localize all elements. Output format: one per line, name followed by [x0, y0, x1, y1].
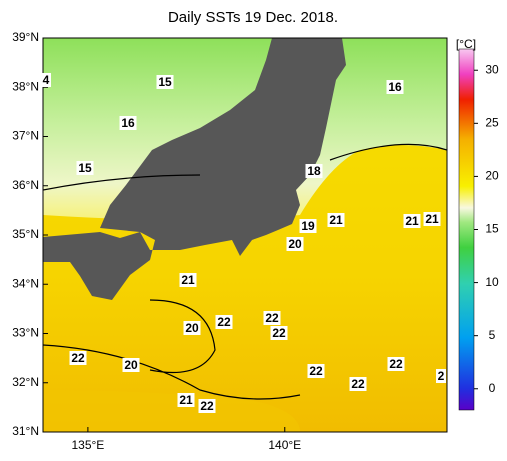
contour-label: 19 — [301, 219, 315, 233]
contour-label: 22 — [71, 351, 85, 365]
lat-tick-label: 35°N — [12, 227, 39, 241]
colorbar-unit: [°C] — [456, 37, 476, 51]
colorbar — [458, 48, 475, 411]
colorbar-tick-label: 30 — [485, 62, 499, 76]
contour-label-bg — [327, 213, 345, 227]
contour-label-bg — [299, 219, 317, 233]
contour-label: 22 — [389, 357, 403, 371]
contour-label-bg — [286, 237, 304, 251]
contour-label: 16 — [388, 80, 402, 94]
lat-tick-label: 39°N — [12, 30, 39, 44]
contour-label: 21 — [181, 273, 195, 287]
contour-label-bg — [270, 326, 288, 340]
contour-label: 16 — [121, 116, 135, 130]
contour-label: 2 — [438, 369, 445, 383]
lon-tick-label: 140°E — [268, 438, 301, 452]
contour-label: 21 — [405, 214, 419, 228]
contour-label: 22 — [200, 399, 214, 413]
warm-patch — [43, 390, 300, 432]
contour-label-bg — [387, 357, 405, 371]
contour-label: 22 — [217, 315, 231, 329]
contour-label-bg — [307, 364, 325, 378]
lat-tick-label: 38°N — [12, 79, 39, 93]
contour-label-bg — [156, 75, 174, 89]
contour-label-bg — [183, 321, 201, 335]
lat-tick-label: 34°N — [12, 276, 39, 290]
contour-label-bg — [386, 80, 404, 94]
contour-label-bg — [263, 311, 281, 325]
contour-label-bg — [122, 358, 140, 372]
contour-label: 21 — [179, 393, 193, 407]
contour-label-bg — [41, 73, 51, 87]
lat-tick-label: 36°N — [12, 178, 39, 192]
contour-label: 20 — [288, 237, 302, 251]
contour-label: 21 — [329, 213, 343, 227]
contour-label: 22 — [272, 326, 286, 340]
contour-label-bg — [305, 164, 323, 178]
contour-label-bg — [198, 399, 216, 413]
lat-tick-label: 33°N — [12, 326, 39, 340]
colorbar-tick-label: 25 — [485, 115, 499, 129]
lat-tick-label: 32°N — [12, 375, 39, 389]
contour-label: 22 — [265, 311, 279, 325]
contour-label-bg — [76, 161, 94, 175]
contour-label: 20 — [185, 321, 199, 335]
contour-label: 15 — [78, 161, 92, 175]
contour-label: 21 — [425, 212, 439, 226]
contour-label: 15 — [158, 75, 172, 89]
land — [43, 38, 346, 300]
contour-label-bg — [436, 369, 446, 383]
contour-label-bg — [215, 315, 233, 329]
lat-tick-label: 37°N — [12, 129, 39, 143]
contour-label: 4 — [43, 73, 50, 87]
colorbar-tick-label: 5 — [489, 328, 496, 342]
contour-label: 22 — [351, 377, 365, 391]
colorbar-tick-label: 20 — [485, 169, 499, 183]
contour-label-bg — [119, 116, 137, 130]
contour-label-bg — [69, 351, 87, 365]
lon-tick-label: 135°E — [71, 438, 104, 452]
lat-tick-label: 31°N — [12, 424, 39, 438]
colorbar-tick-label: 10 — [485, 275, 499, 289]
contour-label: 20 — [124, 358, 138, 372]
contour-label: 18 — [307, 164, 321, 178]
contour-line — [43, 143, 447, 400]
contour-label-bg — [403, 214, 421, 228]
contour-label-bg — [349, 377, 367, 391]
sst-field — [43, 38, 447, 432]
contour-label-bg — [179, 273, 197, 287]
colorbar-tick-label: 0 — [489, 381, 496, 395]
contour-label-bg — [177, 393, 195, 407]
colorbar-tick-label: 15 — [485, 222, 499, 236]
title: Daily SSTs 19 Dec. 2018. — [168, 9, 338, 26]
contour-label: 22 — [309, 364, 323, 378]
contour-label-bg — [423, 212, 441, 226]
